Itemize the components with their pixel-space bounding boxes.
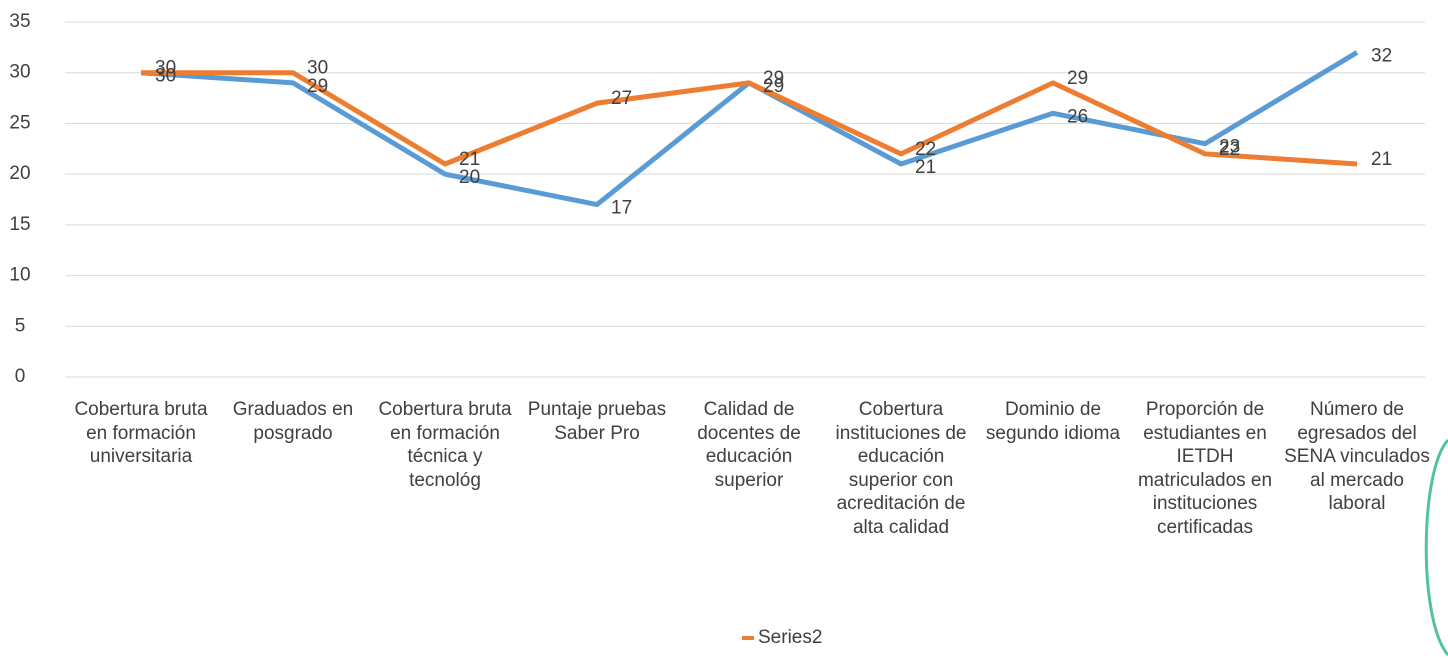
data-label: 26 bbox=[1067, 106, 1088, 127]
decorative-arc bbox=[1424, 438, 1448, 656]
data-label: 20 bbox=[459, 167, 480, 188]
data-label: 30 bbox=[155, 58, 176, 79]
y-tick-label: 35 bbox=[9, 11, 30, 32]
data-label: 32 bbox=[1371, 45, 1392, 66]
data-label: 23 bbox=[1219, 137, 1240, 158]
data-label: 30 bbox=[155, 66, 176, 87]
data-label: 30 bbox=[307, 58, 328, 79]
data-label: 17 bbox=[611, 198, 632, 219]
data-label: 29 bbox=[307, 76, 328, 97]
data-label: 21 bbox=[459, 149, 480, 170]
series-line bbox=[141, 70, 1358, 167]
x-tick-label: Número de egresados del SENA vinculados … bbox=[1284, 399, 1430, 514]
y-tick-label: 25 bbox=[9, 112, 30, 133]
x-tick-label: Proporción de estudiantes en IETDH matri… bbox=[1137, 399, 1273, 538]
legend: Series2 bbox=[742, 627, 822, 649]
x-tick-label: Graduados en posgrado bbox=[232, 399, 354, 444]
y-tick-label: 10 bbox=[9, 265, 30, 286]
data-label: 21 bbox=[1371, 149, 1392, 170]
data-label: 29 bbox=[763, 68, 784, 89]
y-tick-label: 30 bbox=[9, 62, 30, 83]
legend-label: Series2 bbox=[758, 627, 823, 648]
y-tick-label: 5 bbox=[15, 315, 26, 336]
y-tick-label: 0 bbox=[15, 366, 26, 387]
legend-swatch bbox=[742, 636, 754, 640]
y-tick-label: 20 bbox=[9, 163, 30, 184]
y-tick-label: 15 bbox=[9, 214, 30, 235]
legend-item: Series2 bbox=[742, 627, 822, 649]
x-tick-label: Cobertura bruta en formación técnica y t… bbox=[378, 399, 512, 491]
data-label: 27 bbox=[611, 88, 632, 109]
x-tick-label: Cobertura bruta en formación universitar… bbox=[74, 399, 208, 467]
data-label: 22 bbox=[1219, 139, 1240, 160]
data-label: 21 bbox=[915, 157, 936, 178]
data-label: 22 bbox=[915, 139, 936, 160]
x-tick-label: Calidad de docentes de educación superio… bbox=[697, 399, 801, 491]
data-label: 29 bbox=[763, 76, 784, 97]
data-label: 29 bbox=[1067, 68, 1088, 89]
x-tick-label: Dominio de segundo idioma bbox=[985, 399, 1121, 444]
x-tick-label: Cobertura instituciones de educación sup… bbox=[835, 399, 967, 538]
x-tick-label: Puntaje pruebas Saber Pro bbox=[527, 399, 667, 444]
